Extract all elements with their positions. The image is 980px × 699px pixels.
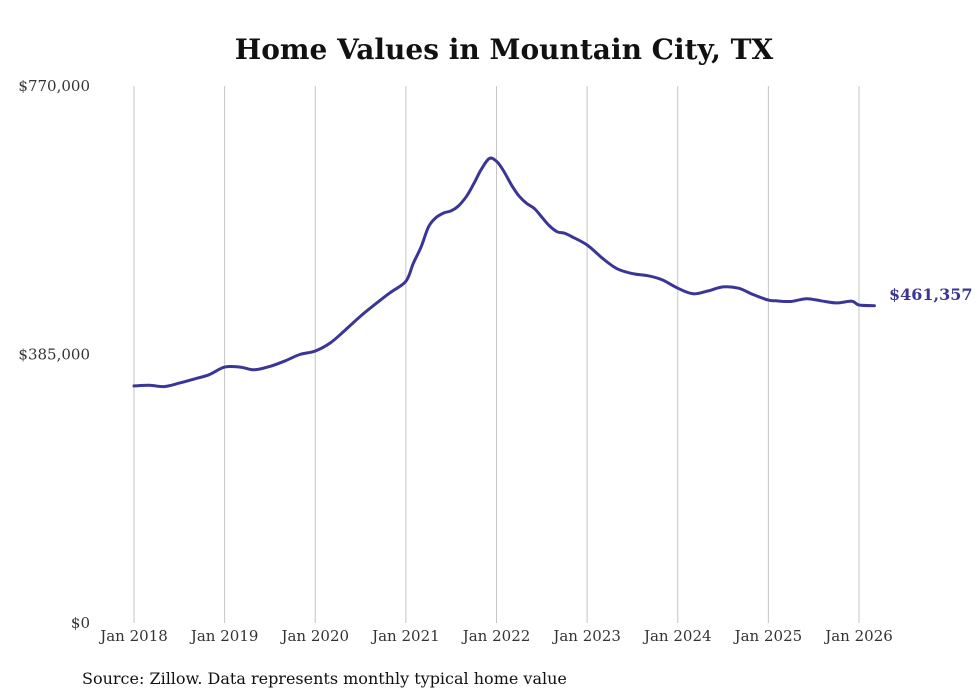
x-tick-label: Jan 2019 <box>189 627 259 645</box>
x-axis-ticks: Jan 2018 Jan 2019 Jan 2020 Jan 2021 Jan 2022… <box>98 627 893 645</box>
x-tick-label: Jan 2025 <box>733 627 803 645</box>
x-gridlines <box>133 86 860 623</box>
home-value-line <box>132 156 876 389</box>
x-tick-label: Jan 2022 <box>461 627 531 645</box>
source-note: Source: Zillow. Data represents monthly … <box>82 669 567 688</box>
y-tick-label: $0 <box>71 614 90 632</box>
x-tick-label: Jan 2023 <box>551 627 621 645</box>
chart-title: Home Values in Mountain City, TX <box>235 33 774 66</box>
y-axis-ticks: $0 $385,000 $770,000 <box>18 77 90 632</box>
x-tick-label: Jan 2018 <box>98 627 168 645</box>
latest-value-label: $461,357 <box>889 285 973 304</box>
y-tick-label: $385,000 <box>18 346 90 364</box>
x-tick-label: Jan 2020 <box>279 627 349 645</box>
x-tick-label: Jan 2021 <box>370 627 440 645</box>
y-tick-label: $770,000 <box>18 77 90 95</box>
x-tick-label: Jan 2024 <box>642 627 712 645</box>
x-tick-label: Jan 2026 <box>823 627 893 645</box>
